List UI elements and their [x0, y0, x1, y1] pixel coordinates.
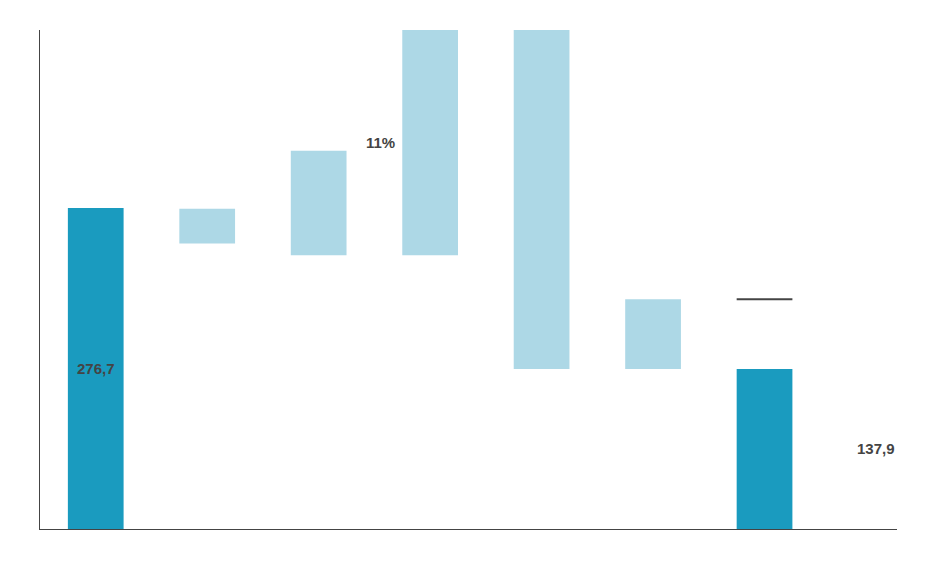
svg-text:11%: 11%	[366, 134, 395, 151]
svg-text:137,9: 137,9	[857, 440, 895, 457]
svg-text:276,7: 276,7	[77, 360, 115, 377]
